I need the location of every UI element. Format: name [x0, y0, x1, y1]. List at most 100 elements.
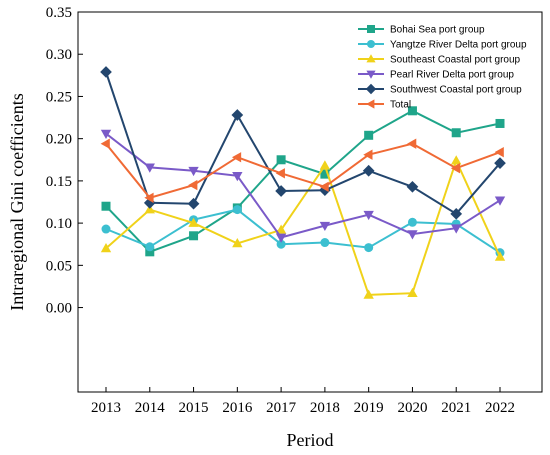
data-point	[144, 192, 154, 203]
data-point	[320, 238, 330, 248]
legend-label: Bohai Sea port group	[390, 25, 485, 36]
series-2	[100, 155, 506, 299]
series-4	[100, 66, 506, 220]
y-tick-label: 0.35	[46, 5, 72, 21]
data-point	[276, 155, 286, 165]
legend-marker	[366, 54, 376, 63]
data-point	[450, 163, 461, 174]
data-point	[364, 130, 374, 140]
legend-label: Southwest Coastal port group	[390, 85, 522, 96]
data-point	[276, 239, 286, 249]
x-tick-label: 2017	[266, 400, 297, 416]
series-line	[105, 157, 501, 296]
legend-item: Total	[358, 99, 411, 111]
data-point	[188, 179, 198, 191]
series-line	[105, 132, 501, 239]
x-tick-label: 2018	[310, 400, 340, 416]
data-point	[101, 224, 111, 234]
series-0	[101, 106, 505, 257]
data-point	[364, 243, 374, 253]
x-axis-label: Period	[287, 430, 334, 450]
plot-frame	[77, 11, 543, 393]
data-point	[231, 109, 244, 121]
data-point	[363, 149, 373, 160]
data-point	[101, 201, 111, 211]
legend-label: Pearl River Delta port group	[390, 70, 514, 81]
legend-label: Southeast Coastal port group	[390, 55, 521, 66]
data-point	[187, 197, 200, 210]
y-axis-label: Intraregional Gini coefficients	[7, 93, 27, 311]
data-point	[407, 230, 418, 240]
data-point	[362, 164, 375, 177]
data-point	[145, 242, 155, 252]
data-point	[275, 168, 285, 179]
legend-item: Bohai Sea port group	[358, 25, 485, 36]
data-point	[406, 180, 419, 193]
legend-item: Yangtze River Delta port group	[358, 40, 527, 51]
data-point	[407, 287, 418, 298]
data-point	[494, 196, 506, 206]
data-point	[320, 169, 330, 179]
data-point	[319, 221, 331, 232]
legend-label: Total	[390, 100, 411, 111]
x-tick-label: 2016	[222, 400, 253, 416]
data-point	[450, 207, 463, 220]
legend-marker	[367, 40, 375, 48]
data-point	[363, 210, 374, 221]
data-point	[232, 237, 243, 248]
x-tick-label: 2022	[485, 400, 515, 416]
data-point	[451, 155, 462, 165]
data-point	[145, 247, 155, 257]
data-point	[407, 217, 417, 227]
series-line	[105, 142, 501, 199]
data-point	[494, 251, 506, 261]
y-tick-label: 0.30	[46, 47, 72, 63]
data-point	[100, 129, 112, 139]
data-point	[144, 163, 155, 173]
data-point	[188, 166, 199, 177]
y-tick-label: 0.10	[46, 216, 72, 232]
data-point	[494, 157, 506, 170]
legend-marker	[366, 99, 375, 109]
x-tick-label: 2019	[354, 400, 384, 416]
legend: Bohai Sea port group Yangtze River Delta …	[358, 25, 527, 111]
data-point	[319, 184, 331, 197]
x-tick-label: 2013	[91, 400, 121, 416]
data-point	[100, 243, 112, 253]
data-point	[100, 66, 112, 78]
data-point	[363, 289, 374, 299]
data-point	[232, 171, 243, 182]
data-point	[188, 217, 199, 227]
data-point	[189, 231, 199, 241]
series-layer	[100, 66, 506, 299]
legend-marker	[366, 70, 376, 79]
data-point	[451, 224, 462, 234]
data-point	[451, 128, 461, 138]
data-point	[275, 224, 287, 234]
data-point	[495, 118, 505, 128]
x-axis: 2013 2014 2015 2016 2017 2018 2019 2020 2021 2022	[91, 387, 515, 416]
y-tick-label: 0.15	[46, 174, 72, 190]
legend-item: Pearl River Delta port group	[358, 70, 514, 81]
x-tick-label: 2014	[135, 400, 166, 416]
legend-item: Southwest Coastal port group	[358, 83, 522, 96]
y-axis: 0.00 0.05 0.10 0.15 0.20 0.25 0.30 0.35	[46, 5, 83, 317]
data-point	[407, 106, 417, 116]
legend-label: Yangtze River Delta port group	[390, 40, 527, 51]
legend-marker	[367, 25, 375, 33]
data-point	[144, 204, 155, 214]
data-point	[275, 185, 287, 197]
legend-item: Southeast Coastal port group	[358, 54, 521, 66]
y-tick-label: 0.25	[46, 89, 72, 105]
x-tick-label: 2020	[397, 400, 427, 416]
y-tick-label: 0.00	[46, 301, 72, 317]
series-line	[105, 71, 501, 216]
series-line	[105, 208, 501, 254]
y-tick-label: 0.20	[46, 132, 72, 148]
data-point	[407, 138, 417, 149]
x-tick-label: 2021	[441, 400, 471, 416]
data-point	[231, 152, 242, 163]
y-tick-label: 0.05	[46, 258, 72, 274]
legend-marker	[365, 83, 377, 95]
